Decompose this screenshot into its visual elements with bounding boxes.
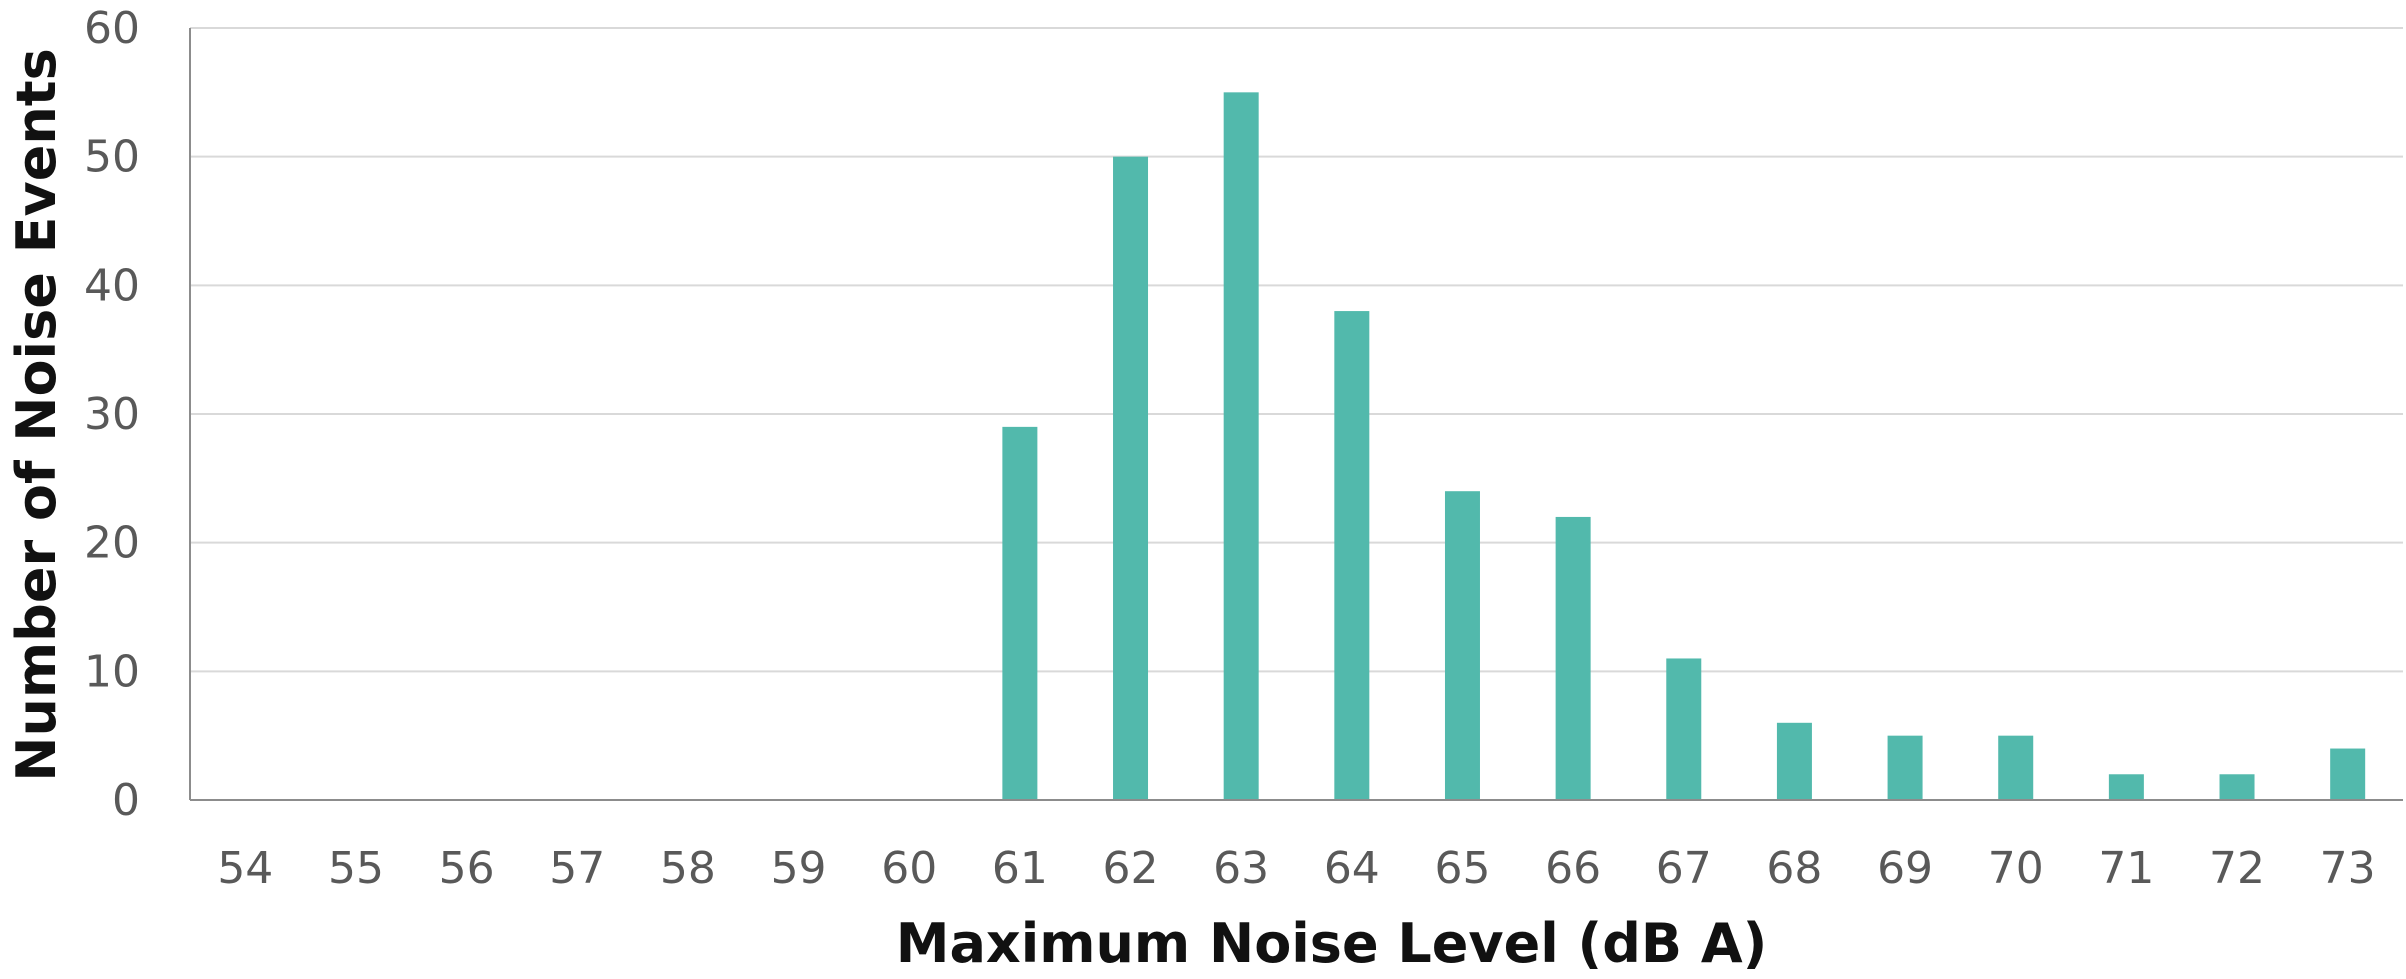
- x-tick-label: 68: [1766, 843, 1822, 894]
- x-tick-label: 54: [217, 843, 273, 894]
- x-tick-label: 59: [771, 843, 827, 894]
- bar: [2330, 748, 2366, 800]
- bar: [1666, 658, 1702, 800]
- bar: [1334, 311, 1370, 800]
- bar: [1998, 735, 2034, 800]
- bar: [1555, 516, 1591, 800]
- bar: [1223, 92, 1259, 801]
- bar: [1113, 156, 1149, 800]
- x-tick-label: 63: [1213, 843, 1269, 894]
- bar: [1002, 426, 1038, 800]
- x-tick-label: 56: [439, 843, 495, 894]
- bar: [1776, 722, 1812, 800]
- x-tick-label: 72: [2209, 843, 2265, 894]
- x-tick-label: 55: [328, 843, 384, 894]
- y-tick-label: 0: [112, 775, 140, 826]
- x-tick-label: 73: [2320, 843, 2376, 894]
- x-tick-label: 66: [1545, 843, 1601, 894]
- x-tick-label: 60: [881, 843, 937, 894]
- bar: [1887, 735, 1923, 800]
- x-axis-title: Maximum Noise Level (dB A): [896, 912, 1768, 975]
- x-tick-label: 65: [1434, 843, 1490, 894]
- x-tick-label: 61: [992, 843, 1048, 894]
- x-tick-label: 57: [549, 843, 605, 894]
- y-tick-label: 10: [84, 646, 140, 697]
- y-axis-title: Number of Noise Events: [5, 48, 68, 781]
- bar: [1444, 491, 1480, 800]
- x-tick-label: 70: [1988, 843, 2044, 894]
- x-tick-label: 64: [1324, 843, 1380, 894]
- x-tick-label: 58: [660, 843, 716, 894]
- bar: [2219, 774, 2255, 800]
- y-tick-label: 40: [84, 260, 140, 311]
- x-tick-label: 67: [1656, 843, 1712, 894]
- y-tick-label: 50: [84, 132, 140, 183]
- bar: [2108, 774, 2144, 800]
- y-tick-label: 30: [84, 389, 140, 440]
- y-tick-labels: 0 10 20 30 40 50 60: [84, 3, 140, 826]
- bars: [1002, 92, 2366, 801]
- x-tick-labels: 54 55 56 57 58 59 60 61 62 63 64 65 66 67 68 69 70 71 72 73: [217, 843, 2375, 894]
- x-tick-label: 69: [1877, 843, 1933, 894]
- gridlines: [190, 27, 2403, 673]
- y-tick-label: 60: [84, 3, 140, 54]
- x-tick-label: 71: [2098, 843, 2154, 894]
- y-tick-label: 20: [84, 518, 140, 569]
- x-tick-label: 62: [1103, 843, 1159, 894]
